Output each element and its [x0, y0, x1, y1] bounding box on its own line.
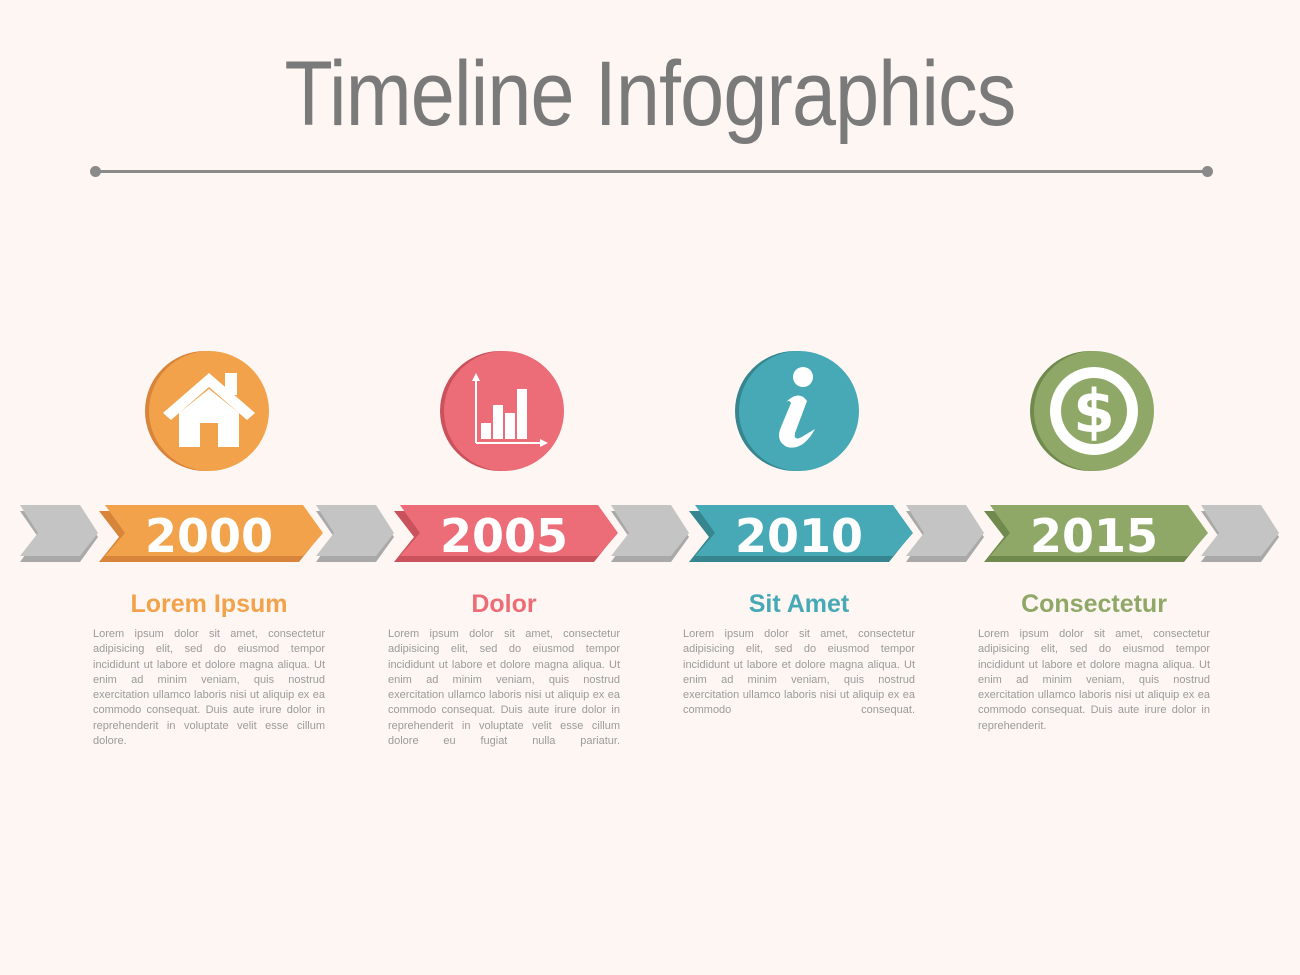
chevron-connector	[611, 505, 689, 556]
item-heading: Lorem Ipsum	[130, 590, 288, 618]
year-arrow	[990, 505, 1208, 556]
chevron-connector	[906, 505, 984, 556]
page-title: Timeline Infographics	[284, 43, 1017, 145]
year-label: 2005	[440, 509, 568, 563]
svg-text:$: $	[1073, 377, 1115, 447]
item-heading: Consectetur	[1021, 590, 1167, 618]
bar-chart-icon	[472, 373, 548, 447]
chevron-connector	[1201, 505, 1279, 556]
title-divider	[96, 170, 1208, 173]
item-description: Lorem ipsum dolor sit amet, consectetur …	[978, 628, 1210, 732]
item-description: Lorem ipsum dolor sit amet, consectetur …	[388, 628, 620, 748]
year-label: 2010	[735, 509, 863, 563]
chevron-connector	[20, 505, 98, 556]
info-icon	[779, 367, 815, 448]
divider-dot-right	[1202, 166, 1213, 177]
year-label: 2000	[145, 509, 273, 563]
year-arrow	[695, 505, 913, 556]
house-icon	[163, 373, 255, 447]
dollar-coin-icon: $	[1050, 367, 1138, 455]
year-label: 2015	[1030, 509, 1158, 563]
divider-dot-left	[90, 166, 101, 177]
icon-circle	[444, 351, 564, 471]
item-heading: Dolor	[471, 590, 537, 618]
year-arrow	[105, 505, 323, 556]
chevron-connector	[316, 505, 394, 556]
item-description: Lorem ipsum dolor sit amet, consectetur …	[93, 628, 325, 748]
item-description: Lorem ipsum dolor sit amet, consectetur …	[683, 628, 915, 717]
item-heading: Sit Amet	[748, 590, 850, 618]
year-arrow	[400, 505, 618, 556]
